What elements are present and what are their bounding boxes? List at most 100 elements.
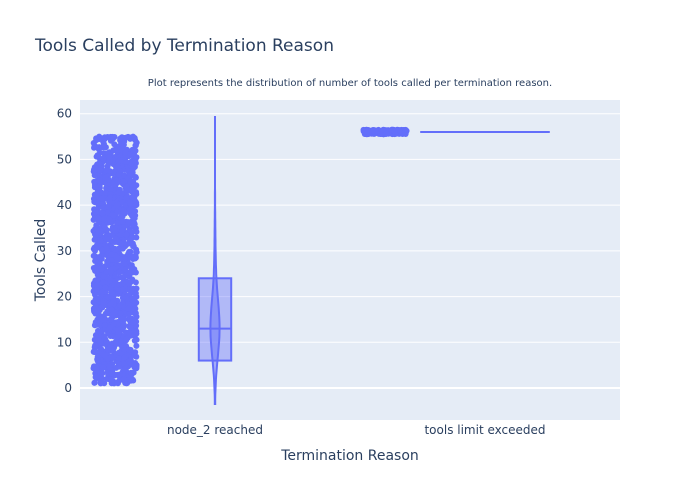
- data-point: [104, 346, 111, 353]
- data-point: [121, 361, 127, 367]
- data-point: [127, 324, 134, 331]
- data-point: [91, 322, 98, 329]
- data-point: [94, 276, 101, 283]
- data-point: [391, 128, 398, 135]
- data-point: [94, 191, 100, 198]
- data-point: [133, 249, 140, 256]
- data-point: [90, 168, 97, 175]
- data-point: [132, 147, 139, 154]
- data-point: [107, 333, 114, 339]
- data-point: [104, 258, 111, 265]
- data-point: [108, 251, 115, 258]
- data-point: [94, 242, 100, 248]
- data-point: [106, 324, 113, 331]
- data-point: [99, 279, 106, 286]
- data-point: [101, 215, 108, 222]
- data-point: [133, 363, 140, 370]
- data-point: [101, 135, 108, 142]
- data-point: [119, 145, 126, 152]
- y-tick-label: 20: [57, 290, 72, 304]
- data-point: [119, 294, 126, 301]
- data-point: [130, 243, 137, 250]
- data-point: [132, 157, 139, 164]
- data-point: [129, 234, 135, 241]
- data-point: [97, 339, 104, 346]
- data-point: [90, 299, 97, 306]
- violin-body: [209, 116, 221, 405]
- data-point: [121, 255, 128, 262]
- chart-marks: [90, 116, 550, 405]
- data-point: [99, 195, 105, 202]
- data-point: [125, 329, 132, 336]
- data-point: [117, 157, 123, 164]
- data-point: [119, 218, 126, 225]
- data-point: [102, 284, 109, 291]
- data-point: [132, 174, 139, 180]
- data-point: [115, 360, 122, 367]
- data-point: [114, 333, 121, 340]
- data-point: [95, 228, 102, 235]
- data-point: [111, 227, 118, 234]
- data-point: [91, 379, 98, 386]
- data-point: [132, 305, 139, 312]
- data-point: [119, 138, 126, 145]
- data-point: [108, 370, 115, 377]
- data-point: [131, 337, 138, 344]
- data-point: [126, 248, 133, 255]
- data-point: [105, 355, 111, 362]
- data-point: [121, 209, 128, 215]
- data-point: [113, 202, 120, 209]
- data-point: [94, 281, 101, 288]
- data-point: [91, 178, 98, 185]
- data-point: [120, 376, 127, 383]
- data-point: [116, 269, 123, 276]
- data-point: [93, 366, 99, 373]
- data-point: [361, 128, 368, 135]
- data-point: [97, 346, 104, 352]
- data-point: [132, 198, 139, 205]
- data-point: [110, 321, 117, 328]
- data-point: [119, 280, 126, 287]
- data-point: [125, 279, 132, 286]
- data-point: [92, 209, 99, 216]
- data-point: [121, 354, 128, 361]
- data-point: [125, 219, 132, 226]
- data-point: [95, 254, 102, 261]
- data-point: [107, 301, 114, 308]
- data-point: [91, 236, 98, 243]
- data-point: [107, 316, 114, 323]
- x-tick-label: tools limit exceeded: [424, 423, 545, 437]
- box-iqr: [197, 277, 233, 362]
- data-point: [110, 212, 117, 219]
- data-point: [117, 338, 124, 345]
- data-point: [129, 212, 135, 219]
- data-point: [122, 149, 129, 156]
- data-point: [106, 168, 113, 175]
- data-point: [121, 272, 128, 279]
- data-point: [121, 365, 128, 372]
- chart-title: Tools Called by Termination Reason: [34, 36, 334, 56]
- y-tick-label: 30: [57, 244, 72, 258]
- data-point: [98, 266, 105, 273]
- data-point: [96, 144, 103, 151]
- data-point: [103, 185, 110, 192]
- data-point: [123, 194, 130, 201]
- data-point: [133, 234, 140, 241]
- data-point: [101, 224, 108, 230]
- data-point: [96, 177, 103, 184]
- data-point: [125, 133, 132, 140]
- data-point: [93, 137, 100, 144]
- data-point: [106, 195, 113, 202]
- data-point: [123, 231, 130, 238]
- data-point: [94, 357, 101, 364]
- data-point: [105, 203, 112, 210]
- data-point: [92, 258, 99, 264]
- data-point: [128, 265, 135, 272]
- data-point: [95, 153, 102, 160]
- data-point: [103, 245, 110, 252]
- data-point: [114, 163, 121, 170]
- data-point: [130, 319, 136, 326]
- data-point: [109, 311, 116, 318]
- data-point: [105, 236, 112, 242]
- y-tick-labels: 0 10 20 30 40 50 60: [57, 107, 72, 395]
